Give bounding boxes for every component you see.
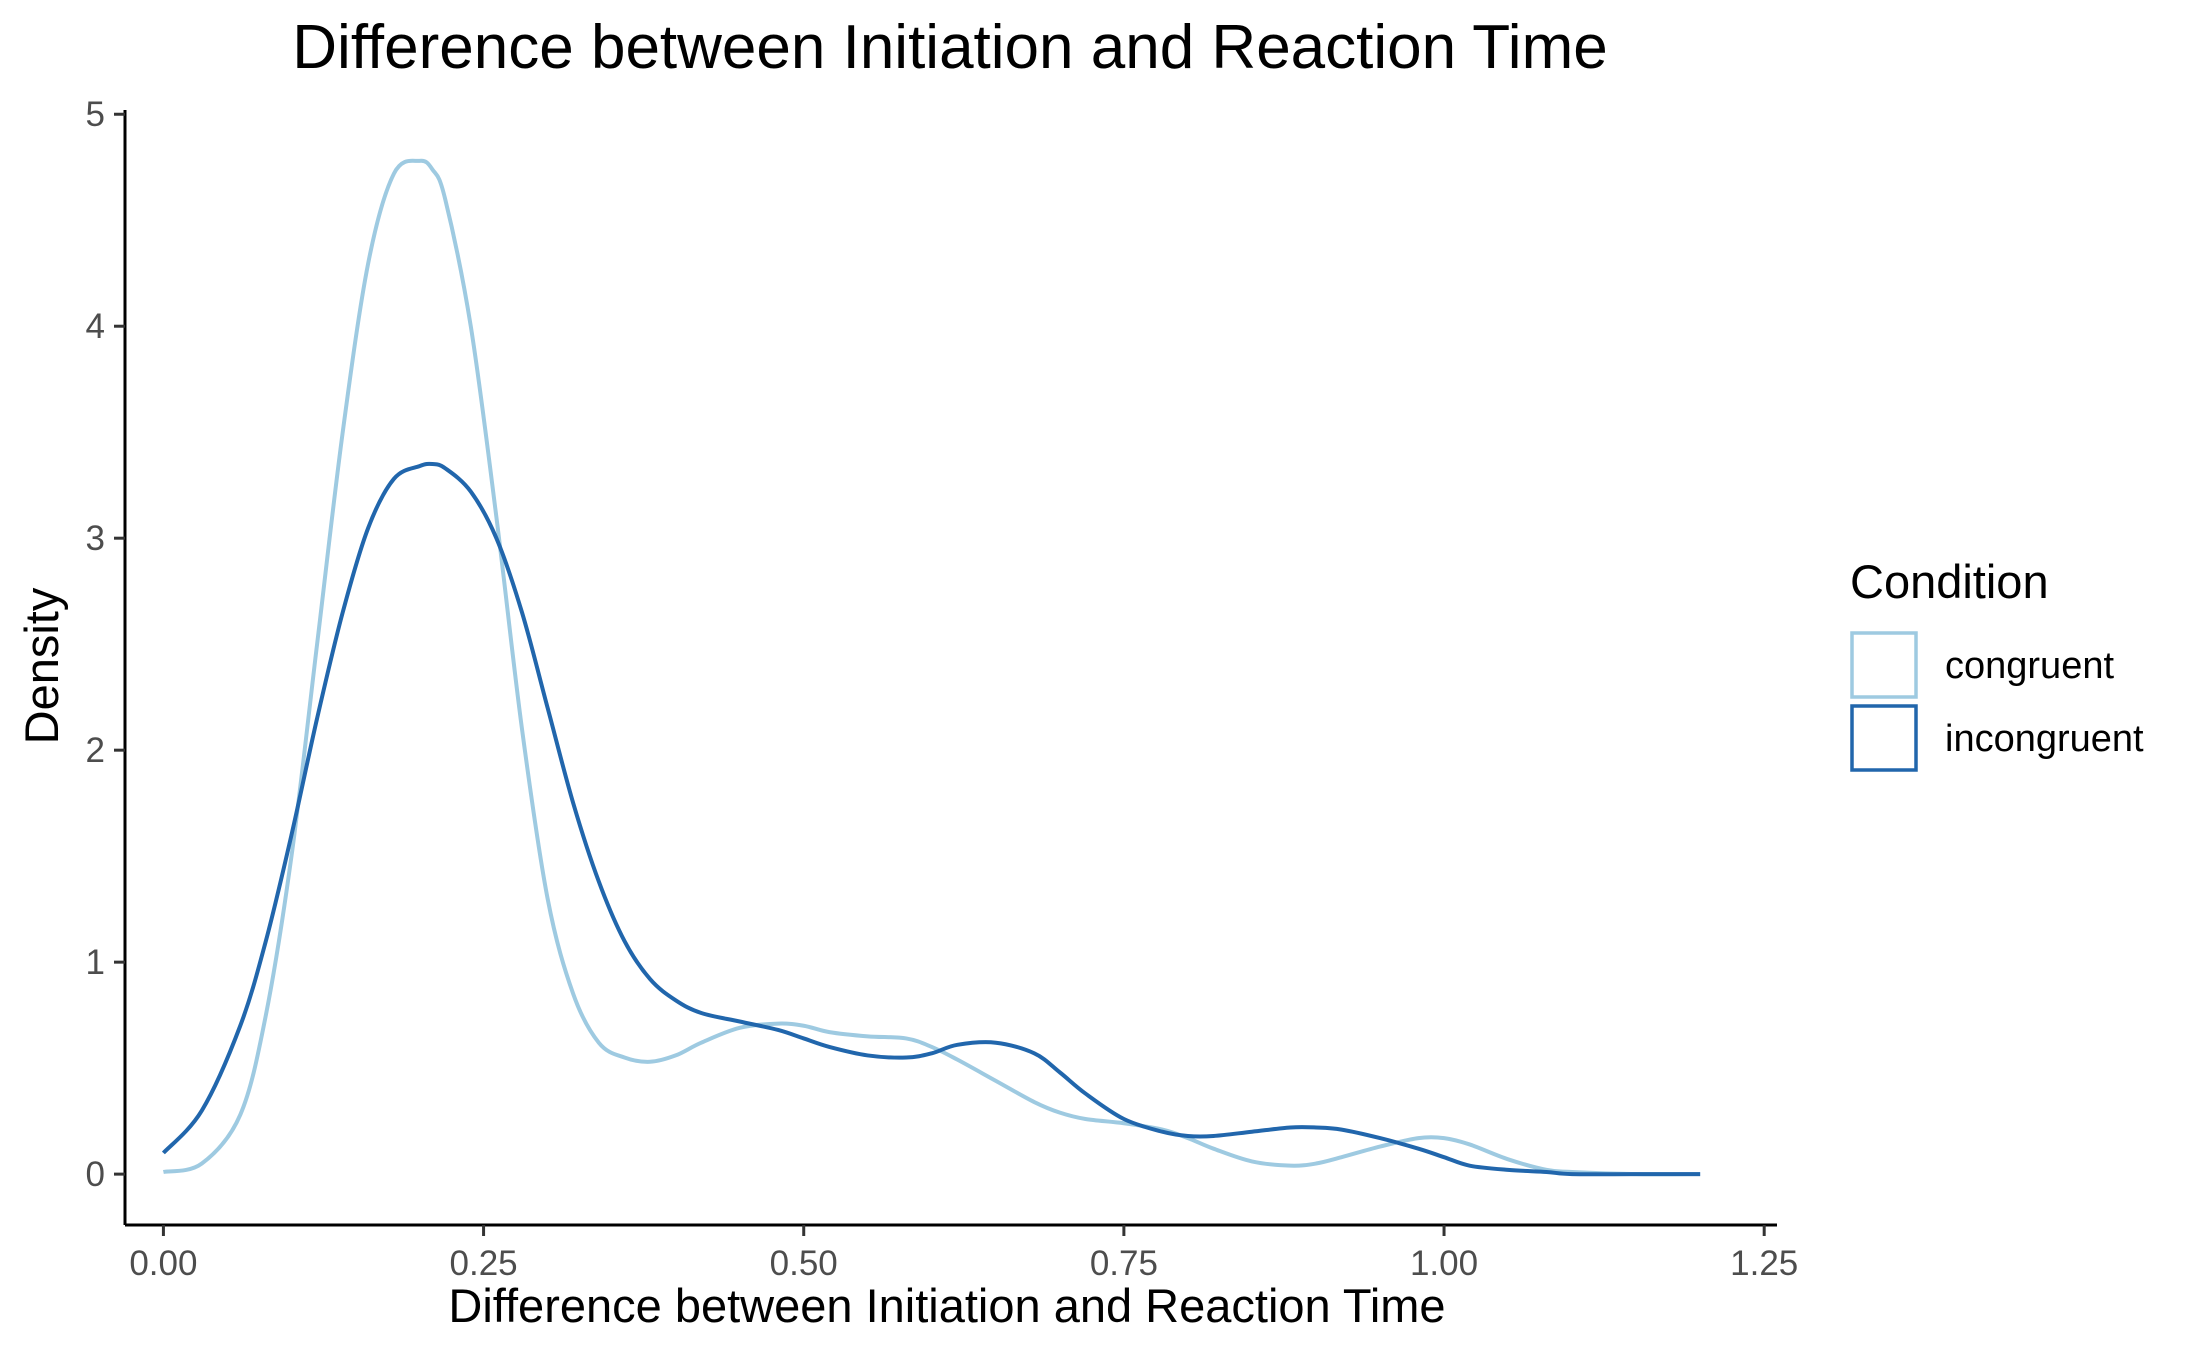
chart-title: Difference between Initiation and Reacti… [292,13,1607,82]
x-tick-label: 0.75 [1090,1244,1158,1283]
legend: Condition congruent incongruent [1850,555,2144,772]
legend-key-incongruent [1850,704,1918,772]
y-tick-label: 4 [86,307,105,346]
y-tick-label: 0 [86,1155,105,1194]
x-tick-label: 0.25 [450,1244,518,1283]
plot-area: 0.00 0.25 0.50 0.75 1.00 1.25 0 1 2 3 4 5 [86,95,1799,1283]
legend-label-incongruent: incongruent [1945,718,2144,760]
x-axis-title: Difference between Initiation and Reacti… [448,1279,1445,1332]
y-tick-label: 2 [86,731,105,770]
x-tick-label: 0.50 [770,1244,838,1283]
y-tick-label: 5 [86,95,105,134]
legend-label-congruent: congruent [1945,645,2114,687]
density-line-congruent [162,158,1701,1177]
y-tick-label: 1 [86,943,105,982]
y-tick-label: 3 [86,519,105,558]
y-axis-title: Density [15,587,68,744]
density-line-incongruent [161,461,1701,1177]
legend-key-congruent [1850,631,1918,699]
x-tick-label: 1.25 [1730,1244,1798,1283]
x-tick-label: 0.00 [129,1244,197,1283]
x-tick-label: 1.00 [1410,1244,1478,1283]
legend-title: Condition [1850,555,2049,608]
